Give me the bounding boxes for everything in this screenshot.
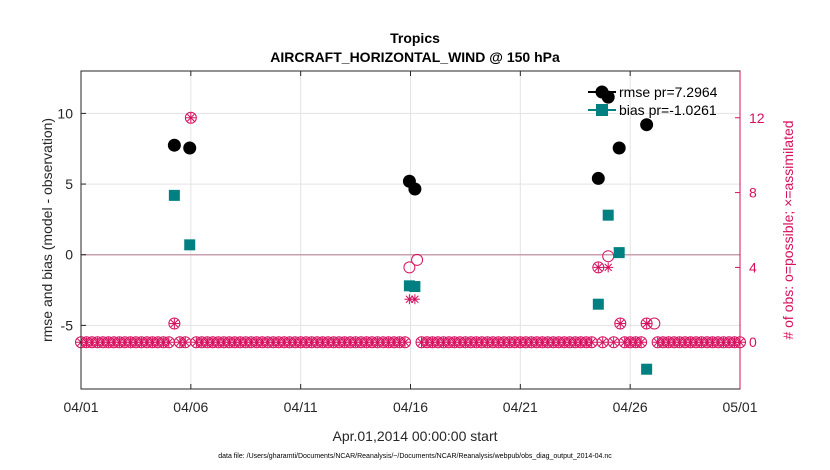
obs-assimilated-marker (593, 262, 604, 273)
asterisk-stroke (642, 319, 651, 328)
asterisk-stroke (186, 113, 195, 122)
rmse-point (183, 141, 197, 155)
legend: rmse pr=7.2964 bias pr=-1.0261 (588, 84, 718, 118)
asterisk-stroke (598, 338, 607, 347)
asterisk-stroke (587, 338, 596, 347)
asterisk-stroke (401, 338, 409, 347)
rmse-point (612, 141, 626, 155)
obs-assimilated-marker (400, 337, 411, 348)
y-right-tick-label: 0 (749, 334, 757, 350)
y-right-tick-label: 4 (749, 259, 757, 275)
y-left-tick-label: 10 (57, 105, 73, 121)
asterisk-stroke (604, 263, 613, 272)
legend-bias-label: bias pr=-1.0261 (619, 102, 717, 118)
obs-possible-marker (168, 317, 181, 330)
rmse-point (167, 138, 181, 152)
obs-assimilated-marker (641, 318, 652, 329)
y-left-tick-label: 0 (65, 247, 73, 263)
chart-subtitle: AIRCRAFT_HORIZONTAL_WIND @ 150 hPa (270, 49, 560, 65)
obs-possible-marker (602, 250, 615, 263)
asterisk-stroke (637, 338, 646, 347)
obs-assimilated-marker (603, 262, 614, 273)
axis-ticks: 04/01 04/06 04/11 04/16 04/21 04/26 05/01 -5 0 5 1… (57, 71, 765, 415)
obs-possible-marker (403, 261, 416, 274)
rmse-point (408, 182, 422, 196)
data-file-footnote: data file: /Users/gharamti/Documents/NCA… (218, 453, 612, 460)
x-tick-label: 04/21 (503, 399, 538, 415)
bias-point (168, 189, 180, 201)
x-tick-label: 04/16 (393, 399, 428, 415)
asterisk-stroke (165, 338, 173, 347)
y-axis-label-right: # of obs: o=possible; ×=assimilated (780, 120, 796, 339)
x-tick-label: 05/01 (722, 399, 757, 415)
obs-assimilated-marker (163, 337, 174, 348)
x-tick-label: 04/11 (284, 399, 318, 415)
asterisk-stroke (411, 295, 419, 304)
legend-bias-marker (596, 104, 608, 116)
data-marks (75, 90, 746, 375)
legend-rmse-marker (595, 85, 609, 99)
obs-possible-marker (640, 317, 653, 330)
y-left-tick-label: -5 (61, 317, 74, 333)
asterisk-stroke (170, 319, 179, 328)
legend-rmse-label: rmse pr=7.2964 (619, 84, 718, 100)
bias-point (613, 247, 625, 259)
obs-assimilated-marker (180, 337, 191, 348)
asterisk-stroke (609, 338, 618, 347)
obs-assimilated-marker (615, 318, 626, 329)
x-tick-label: 04/01 (63, 399, 98, 415)
obs-assimilated-marker (608, 337, 619, 348)
obs-assimilated-marker (185, 112, 196, 123)
obs-assimilated-marker (169, 318, 180, 329)
obs-possible-marker (399, 336, 412, 349)
obs-possible-marker (411, 253, 424, 266)
asterisk-stroke (405, 295, 414, 304)
rmse-point (640, 118, 654, 132)
bias-point (641, 363, 653, 375)
chart-title: Tropics (390, 30, 440, 46)
x-tick-label: 04/26 (613, 399, 648, 415)
obs-possible-marker (635, 336, 648, 349)
y-axis-label-left: rmse and bias (model - observation) (39, 118, 55, 342)
bias-point (409, 281, 421, 293)
obs-possible-marker (184, 111, 197, 124)
bias-point (602, 209, 614, 221)
x-axis-label: Apr.01,2014 00:00:00 start (332, 428, 497, 444)
y-left-tick-label: 5 (65, 176, 73, 192)
obs-possible-marker (614, 317, 627, 330)
y-right-tick-label: 12 (749, 110, 765, 126)
asterisk-stroke (594, 263, 603, 272)
asterisk-stroke (616, 319, 625, 328)
obs-assimilated-marker (586, 337, 597, 348)
obs-assimilated-marker (597, 337, 608, 348)
bias-point (184, 239, 196, 251)
y-right-tick-label: 8 (749, 185, 757, 201)
bias-point (592, 298, 604, 310)
obs-assimilated-marker (636, 337, 647, 348)
x-tick-label: 04/06 (173, 399, 208, 415)
rmse-point (591, 171, 605, 185)
asterisk-stroke (181, 338, 190, 347)
obs-assimilated-marker (409, 294, 420, 305)
